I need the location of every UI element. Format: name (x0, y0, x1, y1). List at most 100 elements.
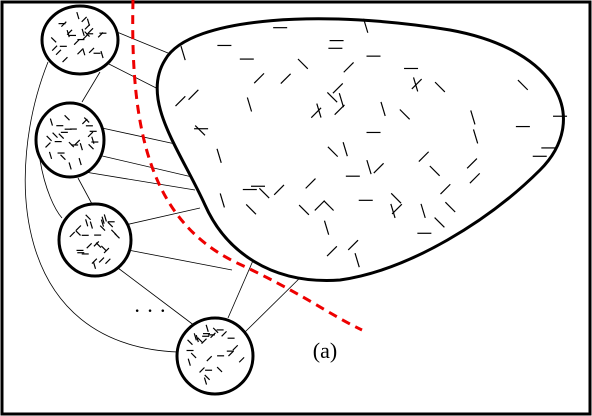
dash (219, 193, 225, 208)
dash (201, 338, 207, 345)
dash (380, 101, 386, 117)
dash (85, 219, 89, 227)
ellipsis: · · · (134, 298, 167, 323)
dash (62, 56, 68, 63)
dash (197, 337, 203, 343)
dash (51, 45, 58, 52)
dash (204, 374, 211, 381)
dash (347, 239, 359, 251)
dash (273, 184, 285, 196)
dash (87, 131, 94, 138)
dash (258, 187, 270, 199)
dash (305, 178, 316, 189)
dash (82, 48, 86, 56)
dash (194, 125, 206, 136)
dash (411, 78, 423, 90)
dash (253, 72, 265, 84)
dash (390, 192, 402, 204)
dash (210, 332, 216, 339)
dash (195, 334, 199, 343)
dash (98, 257, 105, 263)
dash (280, 73, 292, 85)
dash (187, 339, 193, 346)
dash (49, 118, 54, 126)
dash (188, 89, 199, 101)
dash (342, 142, 348, 157)
dashes (45, 11, 568, 385)
dash (76, 11, 80, 20)
dash (228, 350, 234, 357)
dash (334, 104, 345, 116)
dash (391, 203, 403, 215)
label: (a) (313, 338, 337, 363)
dash (81, 28, 85, 37)
dash (193, 333, 197, 341)
dash (434, 81, 446, 93)
dash (246, 97, 253, 112)
dash (60, 154, 66, 161)
dash (238, 356, 245, 363)
dash (203, 377, 208, 385)
dash (88, 47, 95, 54)
dash (101, 216, 105, 224)
dash (175, 95, 186, 107)
dash (55, 49, 62, 56)
dash (75, 225, 82, 231)
dash (100, 245, 107, 252)
dash (180, 45, 186, 61)
dash (83, 117, 90, 123)
dash (66, 29, 73, 36)
dash (434, 217, 445, 228)
dash (89, 221, 93, 229)
dash (444, 201, 456, 213)
dash (79, 142, 83, 151)
dash (323, 200, 335, 211)
dash (86, 242, 93, 249)
dash (103, 214, 107, 222)
dash (87, 27, 94, 34)
dash (88, 143, 94, 150)
dash (85, 214, 92, 221)
dash (327, 146, 339, 158)
dash (418, 151, 430, 162)
dash (99, 225, 106, 231)
dash (50, 37, 57, 43)
dash (187, 358, 191, 366)
dash (100, 219, 105, 227)
dash (469, 172, 481, 184)
dash (245, 204, 257, 215)
dash (323, 220, 330, 235)
dash (100, 50, 104, 59)
dash (48, 151, 53, 160)
dash (470, 110, 476, 125)
dash (205, 324, 209, 333)
dash (326, 245, 338, 257)
dash (52, 132, 58, 139)
dash (216, 366, 223, 373)
large-cluster (155, 17, 565, 282)
dash (232, 344, 239, 351)
dash (343, 62, 354, 73)
dash (440, 183, 451, 195)
boundary (131, 0, 363, 332)
dash (399, 109, 411, 120)
dash (190, 352, 197, 359)
dash (58, 133, 65, 140)
dash (221, 330, 227, 337)
dash (332, 82, 344, 94)
dash (517, 79, 529, 91)
dash (472, 129, 479, 144)
dash (326, 91, 338, 103)
dash (338, 93, 345, 108)
dash (81, 16, 88, 23)
dash (216, 148, 222, 164)
dash (105, 258, 111, 265)
dash (199, 367, 205, 373)
dash (64, 114, 70, 121)
dash (75, 230, 81, 236)
dash (46, 135, 52, 142)
dash (314, 200, 326, 211)
dash (298, 204, 310, 216)
dash (97, 31, 104, 38)
dash (366, 159, 372, 175)
